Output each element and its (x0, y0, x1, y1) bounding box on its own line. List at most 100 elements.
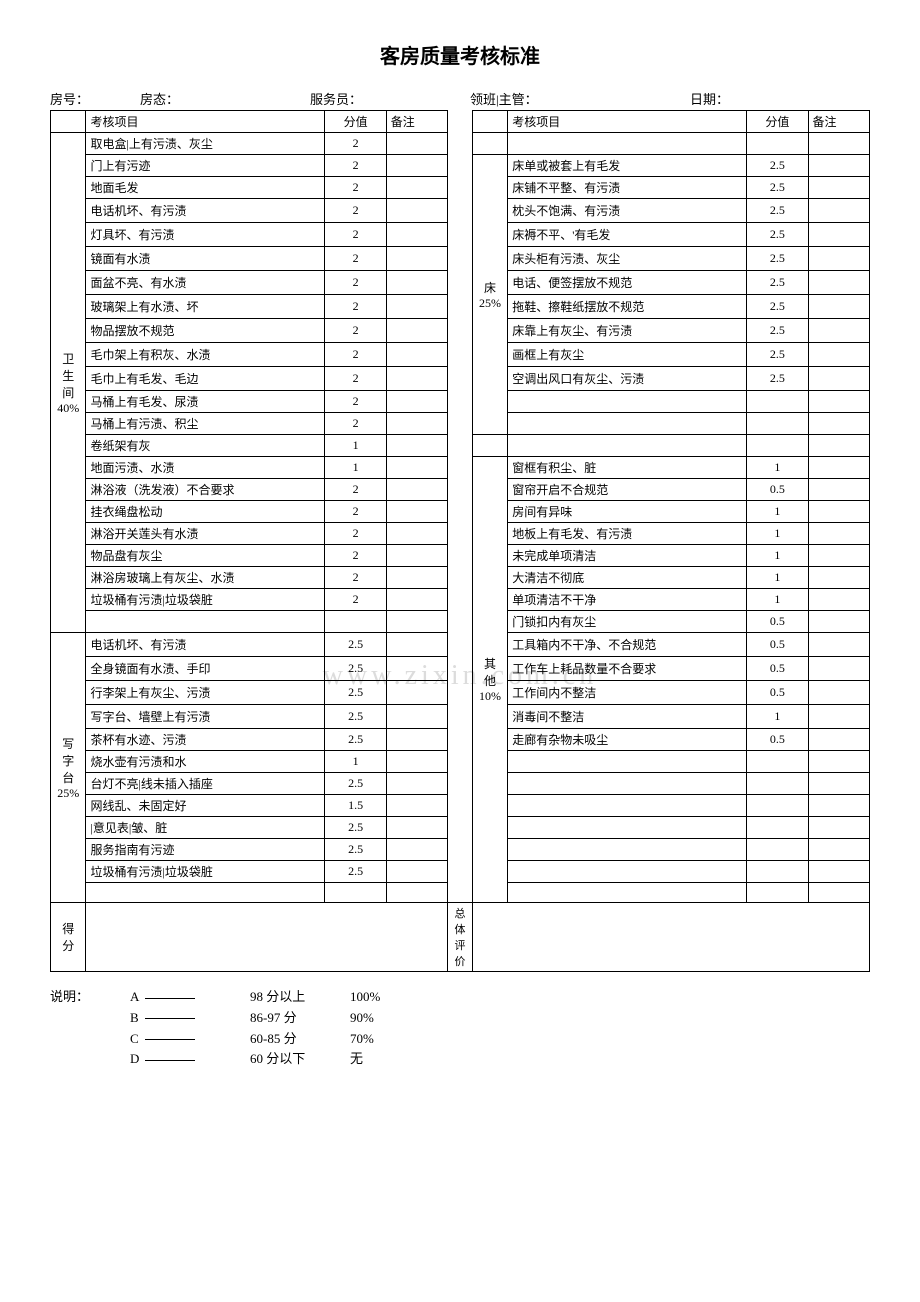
left-item: 服务指南有污迹 (86, 839, 325, 861)
left-note (386, 367, 447, 391)
left-item: 淋浴房玻璃上有灰尘、水渍 (86, 567, 325, 589)
left-note (386, 567, 447, 589)
right-item: 房间有异味 (508, 501, 747, 523)
right-note (808, 817, 869, 839)
left-item: 全身镜面有水渍、手印 (86, 657, 325, 681)
right-note (808, 479, 869, 501)
right-note (808, 545, 869, 567)
pct-d: 无 (350, 1049, 410, 1070)
left-score: 2 (325, 523, 386, 545)
right-score: 2.5 (747, 319, 808, 343)
right-score: 1 (747, 523, 808, 545)
right-item: 窗框有积尘、脏 (508, 457, 747, 479)
right-item (508, 861, 747, 883)
left-score: 2.5 (325, 729, 386, 751)
left-score: 1 (325, 751, 386, 773)
left-item: 电话机坏、有污渍 (86, 199, 325, 223)
left-item: 面盆不亮、有水渍 (86, 271, 325, 295)
left-note (386, 501, 447, 523)
right-item: 画框上有灰尘 (508, 343, 747, 367)
cat-desk: 写字台25% (51, 633, 86, 903)
left-note (386, 199, 447, 223)
cat-other: 其他10% (472, 457, 507, 903)
legend-label: 说明： (50, 987, 130, 1008)
score-label: 得分 (51, 903, 86, 972)
left-note (386, 343, 447, 367)
left-item: 门上有污迹 (86, 155, 325, 177)
right-note (808, 367, 869, 391)
left-score: 2.5 (325, 633, 386, 657)
right-item: 消毒间不整洁 (508, 705, 747, 729)
page-title: 客房质量考核标准 (50, 40, 870, 69)
grade-d: D (130, 1051, 139, 1066)
left-score: 2 (325, 295, 386, 319)
right-item (508, 435, 747, 457)
right-item: 床铺不平整、有污渍 (508, 177, 747, 199)
right-item: 地板上有毛发、有污渍 (508, 523, 747, 545)
header-line: 房号： 房态： 服务员： 领班|主管： 日期： (50, 89, 870, 108)
left-score: 2 (325, 479, 386, 501)
left-score: 1 (325, 457, 386, 479)
left-note (386, 633, 447, 657)
right-score: 2.5 (747, 295, 808, 319)
right-note (808, 271, 869, 295)
right-item: 未完成单项清洁 (508, 545, 747, 567)
label-attendant: 服务员： (310, 89, 470, 108)
left-score: 2 (325, 199, 386, 223)
right-note (808, 319, 869, 343)
left-item: 灯具坏、有污渍 (86, 223, 325, 247)
left-note (386, 457, 447, 479)
right-note (808, 589, 869, 611)
left-item: 玻璃架上有水渍、坏 (86, 295, 325, 319)
left-score: 2 (325, 155, 386, 177)
right-item: 工具箱内不干净、不合规范 (508, 633, 747, 657)
right-note (808, 657, 869, 681)
left-note (386, 391, 447, 413)
right-score: 1 (747, 589, 808, 611)
left-item: 挂衣绳盘松动 (86, 501, 325, 523)
left-score: 2 (325, 133, 386, 155)
left-note (386, 133, 447, 155)
left-score: 2.5 (325, 817, 386, 839)
left-item: 卷纸架有灰 (86, 435, 325, 457)
right-item: 电话、便签摆放不规范 (508, 271, 747, 295)
left-score: 2.5 (325, 839, 386, 861)
left-score: 2 (325, 413, 386, 435)
left-note (386, 545, 447, 567)
right-score (747, 751, 808, 773)
left-note (386, 681, 447, 705)
col-score-left: 分值 (325, 111, 386, 133)
left-score: 2 (325, 501, 386, 523)
right-score: 2.5 (747, 177, 808, 199)
right-item: 大清洁不彻底 (508, 567, 747, 589)
right-item: 窗帘开启不合规范 (508, 479, 747, 501)
right-score: 1 (747, 501, 808, 523)
eval-label: 总体评价 (448, 903, 473, 972)
right-score (747, 133, 808, 155)
right-score (747, 435, 808, 457)
left-note (386, 817, 447, 839)
left-note (386, 773, 447, 795)
grade-b: B (130, 1010, 139, 1025)
score-value (86, 903, 448, 972)
right-item: 床单或被套上有毛发 (508, 155, 747, 177)
left-note (386, 589, 447, 611)
left-note (386, 479, 447, 501)
left-score: 2 (325, 367, 386, 391)
right-item: 枕头不饱满、有污渍 (508, 199, 747, 223)
right-note (808, 133, 869, 155)
right-item (508, 795, 747, 817)
left-score: 2.5 (325, 861, 386, 883)
right-item (508, 133, 747, 155)
right-item: 床头柜有污渍、灰尘 (508, 247, 747, 271)
right-note (808, 295, 869, 319)
right-note (808, 729, 869, 751)
right-score: 2.5 (747, 271, 808, 295)
left-item (86, 883, 325, 903)
right-note (808, 501, 869, 523)
right-score: 0.5 (747, 611, 808, 633)
right-item: 床靠上有灰尘、有污渍 (508, 319, 747, 343)
col-note-right: 备注 (808, 111, 869, 133)
grade-a: A (130, 989, 139, 1004)
left-note (386, 657, 447, 681)
